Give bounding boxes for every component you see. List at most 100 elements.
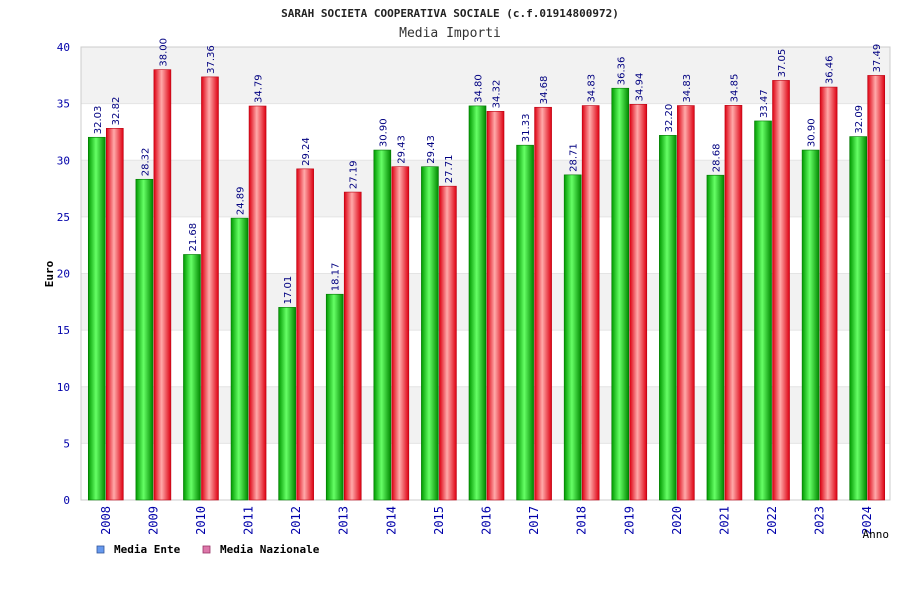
data-label-nazionale-2017: 34.68 bbox=[539, 76, 550, 105]
data-label-ente-2022: 33.47 bbox=[759, 89, 770, 118]
bar-ente-2022 bbox=[754, 120, 772, 501]
bar-ente-2015 bbox=[421, 166, 439, 501]
x-tick-label: 2023 bbox=[813, 506, 827, 535]
data-label-nazionale-2012: 29.24 bbox=[301, 137, 312, 166]
data-label-ente-2016: 34.80 bbox=[474, 74, 485, 103]
bar-nazionale-2020 bbox=[677, 105, 695, 501]
y-tick-label: 0 bbox=[63, 494, 70, 507]
x-tick-label: 2019 bbox=[622, 506, 636, 535]
x-tick-label: 2022 bbox=[765, 506, 779, 535]
x-axis-title: Anno bbox=[863, 528, 890, 541]
bar-nazionale-2016 bbox=[486, 111, 505, 501]
x-tick-label: 2020 bbox=[670, 506, 684, 535]
bar-ente-2024 bbox=[849, 136, 868, 501]
y-tick-label: 40 bbox=[57, 41, 70, 54]
data-label-ente-2023: 30.90 bbox=[807, 118, 818, 147]
data-label-nazionale-2024: 37.49 bbox=[872, 44, 883, 73]
x-tick-label: 2013 bbox=[337, 506, 351, 535]
x-tick-label: 2008 bbox=[99, 506, 113, 535]
data-label-nazionale-2023: 36.46 bbox=[825, 55, 836, 84]
y-tick-label: 35 bbox=[57, 98, 70, 111]
data-label-ente-2018: 28.71 bbox=[569, 143, 580, 172]
data-label-ente-2013: 18.17 bbox=[331, 263, 342, 292]
x-tick-label: 2014 bbox=[384, 506, 398, 535]
data-label-ente-2009: 28.32 bbox=[140, 148, 151, 177]
bar-nazionale-2017 bbox=[534, 106, 552, 501]
bar-ente-2019 bbox=[611, 87, 630, 501]
data-label-ente-2020: 32.20 bbox=[664, 104, 675, 133]
x-tick-label: 2012 bbox=[289, 506, 303, 535]
data-label-nazionale-2008: 32.82 bbox=[111, 97, 122, 126]
x-tick-label: 2015 bbox=[432, 506, 446, 535]
x-tick-label: 2024 bbox=[860, 506, 874, 535]
bar-nazionale-2018 bbox=[581, 105, 600, 501]
bar-nazionale-2009 bbox=[153, 69, 172, 501]
x-tick-label: 2011 bbox=[242, 506, 256, 535]
data-label-nazionale-2022: 37.05 bbox=[777, 49, 788, 78]
bar-nazionale-2022 bbox=[772, 80, 790, 501]
data-label-ente-2024: 32.09 bbox=[854, 105, 865, 134]
data-label-nazionale-2020: 34.83 bbox=[682, 74, 693, 103]
bar-nazionale-2015 bbox=[439, 185, 457, 501]
bar-ente-2023 bbox=[801, 149, 820, 501]
bar-nazionale-2013 bbox=[343, 191, 362, 501]
bar-ente-2011 bbox=[230, 217, 249, 501]
bar-ente-2018 bbox=[563, 174, 582, 501]
y-tick-label: 30 bbox=[57, 154, 70, 167]
chart-title: SARAH SOCIETA COOPERATIVA SOCIALE (c.f.0… bbox=[281, 7, 619, 20]
data-label-ente-2012: 17.01 bbox=[283, 276, 294, 305]
bar-ente-2009 bbox=[135, 178, 154, 501]
bar-nazionale-2023 bbox=[819, 86, 838, 501]
bar-nazionale-2008 bbox=[105, 128, 124, 501]
bar-nazionale-2011 bbox=[248, 105, 267, 501]
y-axis-title: Euro bbox=[43, 260, 56, 287]
x-tick-label: 2017 bbox=[527, 506, 541, 535]
data-label-nazionale-2021: 34.85 bbox=[729, 74, 740, 103]
y-tick-label: 5 bbox=[63, 437, 70, 450]
legend: Media Ente Media Nazionale bbox=[96, 543, 320, 556]
data-label-ente-2008: 32.03 bbox=[93, 106, 104, 135]
data-label-nazionale-2019: 34.94 bbox=[634, 73, 645, 102]
bar-ente-2012 bbox=[278, 307, 296, 501]
y-tick-label: 25 bbox=[57, 211, 70, 224]
bar-ente-2014 bbox=[373, 149, 392, 501]
legend-label-ente: Media Ente bbox=[114, 543, 181, 556]
data-label-ente-2017: 31.33 bbox=[521, 114, 532, 143]
bar-nazionale-2019 bbox=[629, 104, 648, 501]
bar-ente-2016 bbox=[468, 105, 487, 501]
x-tick-label: 2009 bbox=[146, 506, 160, 535]
bar-ente-2010 bbox=[183, 254, 201, 501]
data-label-ente-2011: 24.89 bbox=[236, 186, 247, 215]
data-label-nazionale-2018: 34.83 bbox=[587, 74, 598, 103]
chart-subtitle: Media Importi bbox=[399, 26, 501, 41]
x-tick-label: 2018 bbox=[575, 506, 589, 535]
bar-ente-2017 bbox=[516, 144, 534, 501]
y-tick-label: 15 bbox=[57, 324, 70, 337]
bar-ente-2020 bbox=[659, 135, 677, 501]
legend-swatch-ente bbox=[96, 545, 105, 554]
bar-nazionale-2012 bbox=[296, 168, 314, 501]
x-tick-label: 2016 bbox=[480, 506, 494, 535]
data-label-ente-2014: 30.90 bbox=[378, 118, 389, 147]
data-label-nazionale-2015: 27.71 bbox=[444, 155, 455, 184]
data-label-nazionale-2014: 29.43 bbox=[396, 135, 407, 164]
bar-nazionale-2021 bbox=[724, 105, 743, 501]
data-label-ente-2019: 36.36 bbox=[616, 57, 627, 86]
bar-nazionale-2024 bbox=[867, 75, 886, 501]
bar-ente-2021 bbox=[706, 174, 725, 501]
data-label-ente-2010: 21.68 bbox=[188, 223, 199, 252]
data-label-nazionale-2013: 27.19 bbox=[349, 160, 360, 189]
y-tick-label: 20 bbox=[57, 268, 70, 281]
bar-nazionale-2014 bbox=[391, 166, 410, 501]
data-label-nazionale-2009: 38.00 bbox=[158, 38, 169, 67]
data-label-ente-2015: 29.43 bbox=[426, 135, 437, 164]
data-label-nazionale-2016: 34.32 bbox=[492, 80, 503, 109]
bar-nazionale-2010 bbox=[201, 76, 219, 501]
data-label-nazionale-2011: 34.79 bbox=[254, 74, 265, 103]
plot-area: 0 5 10 15 20 25 30 35 40 32.03 32.82 2008 28.32 38.00… bbox=[57, 38, 891, 535]
data-label-ente-2021: 28.68 bbox=[711, 144, 722, 173]
x-tick-label: 2010 bbox=[194, 506, 208, 535]
y-tick-label: 10 bbox=[57, 381, 70, 394]
bar-ente-2008 bbox=[87, 136, 106, 501]
